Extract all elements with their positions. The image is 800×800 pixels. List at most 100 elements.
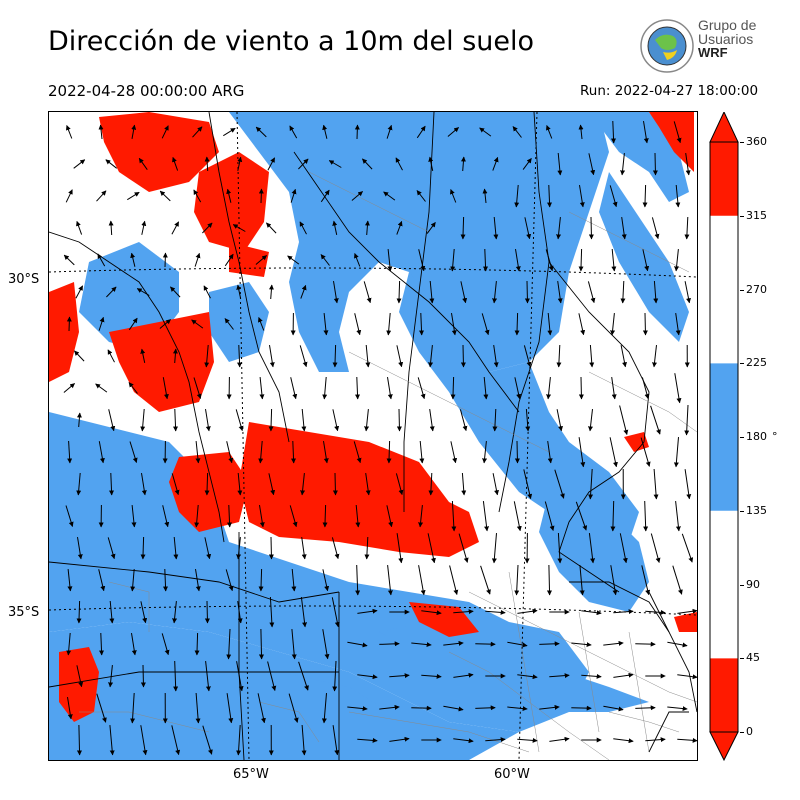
wind-arrow	[479, 127, 492, 137]
wind-arrow	[421, 610, 442, 616]
wind-arrow	[191, 319, 204, 329]
wind-arrow	[545, 249, 554, 272]
wind-arrow	[136, 288, 150, 296]
colorbar-tick-mark	[740, 142, 744, 143]
wind-arrow	[322, 124, 328, 139]
wind-arrow	[539, 641, 560, 647]
wind-arrow	[323, 313, 329, 336]
lat-label-35s: 35°S	[8, 605, 40, 620]
wind-arrow	[459, 409, 468, 432]
colorbar-tick-mark	[740, 437, 744, 438]
wind-arrow	[194, 504, 200, 528]
wind-arrow	[205, 409, 211, 432]
wind-arrow	[107, 349, 115, 363]
colorbar-tick-label: 270	[746, 282, 767, 296]
colorbar-tick-mark	[740, 584, 744, 586]
wind-arrow	[96, 190, 107, 202]
wind-arrow	[269, 345, 275, 368]
wind-arrow	[460, 344, 466, 368]
wind-arrow	[396, 220, 403, 235]
colorbar-segments	[710, 142, 738, 732]
wind-arrow	[579, 565, 585, 596]
wind-arrow	[226, 441, 234, 464]
wind-arrow	[653, 280, 659, 304]
wind-arrow	[652, 152, 658, 176]
wind-arrow	[299, 221, 307, 235]
wind-arrow	[556, 217, 562, 240]
wind-arrow	[258, 568, 264, 592]
wind-arrow	[396, 280, 402, 304]
wind-arrow	[140, 664, 146, 688]
wind-arrow	[588, 533, 596, 564]
wind-arrow	[571, 705, 592, 711]
wind-arrow	[427, 533, 436, 564]
wind-arrow	[291, 568, 297, 592]
wind-arrow	[235, 409, 244, 432]
wind-arrow	[259, 505, 265, 528]
provincial-borders	[48, 111, 670, 761]
wind-arrow	[224, 253, 234, 267]
wind-arrow	[460, 156, 466, 172]
wind-arrow	[203, 285, 211, 299]
wind-arrow	[451, 500, 457, 532]
logo-line-2: Usuarios	[698, 31, 754, 47]
wind-arrow	[677, 608, 698, 614]
wind-arrow	[75, 285, 84, 299]
wind-arrow	[267, 661, 277, 691]
wind-arrow	[364, 409, 370, 432]
wind-arrow	[578, 376, 584, 400]
wind-arrow	[322, 376, 328, 400]
wind-arrow	[65, 189, 73, 203]
wind-arrow	[642, 312, 648, 336]
wind-arrow	[547, 312, 553, 336]
wind-arrow	[603, 640, 624, 646]
wind-arrow	[323, 441, 329, 464]
wind-arrow	[578, 313, 586, 336]
wind-arrow	[141, 473, 147, 496]
wind-arrow	[226, 188, 232, 203]
colorbar-tick-mark	[740, 215, 744, 217]
wind-arrow	[351, 191, 363, 201]
wind-arrow	[556, 409, 563, 432]
wind-arrow	[138, 157, 148, 170]
wind-arrow	[492, 473, 499, 496]
wind-arrow	[460, 281, 468, 304]
wind-arrow	[268, 408, 274, 432]
wind-arrow	[610, 565, 618, 596]
wind-arrow	[67, 697, 73, 720]
wind-arrow	[461, 472, 467, 496]
wind-arrow	[396, 408, 402, 432]
wind-arrow	[674, 373, 682, 404]
wind-arrow	[347, 641, 368, 648]
wind-arrow	[365, 344, 371, 368]
wind-arrow	[525, 408, 531, 432]
wind-arrow	[320, 189, 330, 203]
wind-arrow	[301, 724, 307, 756]
wind-arrow	[298, 661, 309, 691]
wind-arrow	[492, 156, 499, 171]
wind-arrow	[635, 705, 656, 711]
wind-arrow	[485, 737, 506, 743]
wind-arrow	[332, 725, 340, 756]
wrf-logo: Grupo de Usuarios WRF	[639, 18, 769, 74]
wind-arrow	[353, 441, 362, 464]
wind-arrow	[171, 725, 181, 756]
wind-arrow	[546, 377, 552, 400]
wind-arrow	[172, 601, 178, 624]
wind-arrow	[677, 674, 698, 680]
wind-arrow	[127, 191, 140, 201]
wind-arrow	[172, 348, 178, 364]
wind-arrow	[609, 437, 618, 468]
wind-arrow	[556, 344, 562, 368]
wind-arrow	[491, 533, 497, 564]
wind-arrow	[170, 286, 181, 298]
wind-arrow	[547, 441, 553, 464]
wind-arrow	[258, 440, 264, 464]
wind-arrow	[447, 127, 459, 137]
wind-arrow	[578, 437, 586, 468]
district-borders	[79, 171, 698, 761]
wind-arrow	[301, 408, 307, 432]
wind-arrow	[621, 217, 627, 240]
wind-arrow	[332, 409, 340, 432]
wind-arrow	[140, 601, 148, 624]
